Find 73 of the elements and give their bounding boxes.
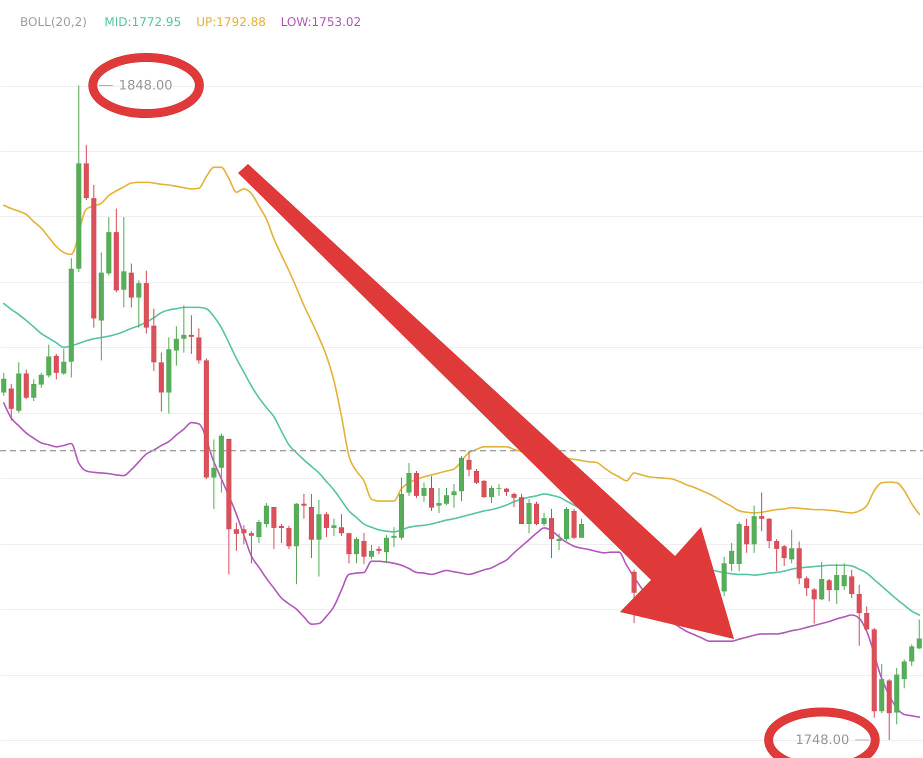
candlestick bbox=[421, 482, 427, 502]
candlestick bbox=[354, 536, 359, 564]
candlestick bbox=[579, 518, 584, 538]
candlestick bbox=[181, 304, 186, 354]
candlestick bbox=[842, 562, 847, 591]
candlestick bbox=[414, 470, 420, 498]
candlestick bbox=[338, 514, 344, 536]
text: UP:1792.88 bbox=[196, 15, 266, 29]
candlestick bbox=[406, 462, 412, 496]
candlestick bbox=[38, 372, 44, 388]
candlestick bbox=[368, 544, 374, 560]
candlestick bbox=[804, 576, 810, 597]
candlestick bbox=[789, 529, 794, 564]
annotation: 1748.00 bbox=[795, 733, 850, 748]
candlestick bbox=[331, 518, 336, 536]
candlestick bbox=[774, 538, 780, 572]
candlestick bbox=[812, 588, 817, 624]
candlestick bbox=[248, 530, 254, 564]
candlestick bbox=[188, 314, 194, 354]
candlestick bbox=[909, 644, 914, 667]
candlestick bbox=[391, 526, 397, 548]
candlestick bbox=[384, 534, 390, 564]
candlestick bbox=[301, 493, 306, 520]
candlestick bbox=[61, 348, 66, 376]
candlestick bbox=[361, 532, 366, 564]
candlestick bbox=[196, 328, 202, 364]
candlestick bbox=[826, 578, 832, 602]
candlestick bbox=[211, 439, 216, 510]
candlestick bbox=[526, 498, 532, 534]
candlestick bbox=[916, 619, 922, 650]
candlestick bbox=[346, 532, 352, 564]
candlestick bbox=[534, 501, 540, 526]
candlestick bbox=[782, 544, 787, 566]
candlestick bbox=[324, 512, 329, 538]
candlestick bbox=[864, 606, 870, 631]
candlestick bbox=[511, 492, 517, 508]
candlestick bbox=[444, 488, 450, 506]
candlestick bbox=[744, 518, 750, 554]
candlestick bbox=[31, 378, 36, 402]
candlestick bbox=[256, 520, 262, 544]
candlestick bbox=[856, 584, 862, 646]
candlestick bbox=[902, 658, 907, 689]
candlestick bbox=[136, 280, 142, 328]
candlestick bbox=[541, 512, 547, 526]
candlestick bbox=[46, 344, 52, 378]
candlestick bbox=[278, 524, 284, 544]
candlestick bbox=[481, 480, 487, 498]
candlestick bbox=[174, 326, 179, 366]
candlestick bbox=[8, 383, 14, 422]
candlestick bbox=[286, 525, 292, 550]
candlestick bbox=[264, 502, 269, 528]
annotation: 1848.00 bbox=[118, 78, 173, 94]
text: MID:1772.95 bbox=[104, 15, 182, 29]
legend-title: BOLL(20,2) bbox=[20, 15, 87, 29]
candlestick bbox=[121, 216, 126, 308]
candlestick bbox=[729, 542, 734, 572]
candlestick bbox=[556, 533, 562, 551]
candlestick bbox=[759, 492, 764, 532]
candlestick bbox=[271, 506, 276, 550]
candlestick bbox=[548, 508, 554, 559]
candlestick bbox=[466, 450, 472, 477]
candlestick bbox=[428, 476, 434, 512]
candlestick bbox=[1, 372, 6, 396]
candlestick bbox=[819, 561, 824, 600]
candlestick bbox=[488, 486, 494, 504]
candlestick bbox=[234, 522, 239, 552]
candlestick bbox=[766, 518, 772, 549]
text: LOW:1753.02 bbox=[280, 15, 362, 29]
candlestick bbox=[849, 569, 854, 598]
candlestick bbox=[436, 488, 442, 514]
candlestick bbox=[54, 353, 59, 380]
candlestick bbox=[474, 468, 480, 485]
candlestick bbox=[834, 563, 840, 604]
